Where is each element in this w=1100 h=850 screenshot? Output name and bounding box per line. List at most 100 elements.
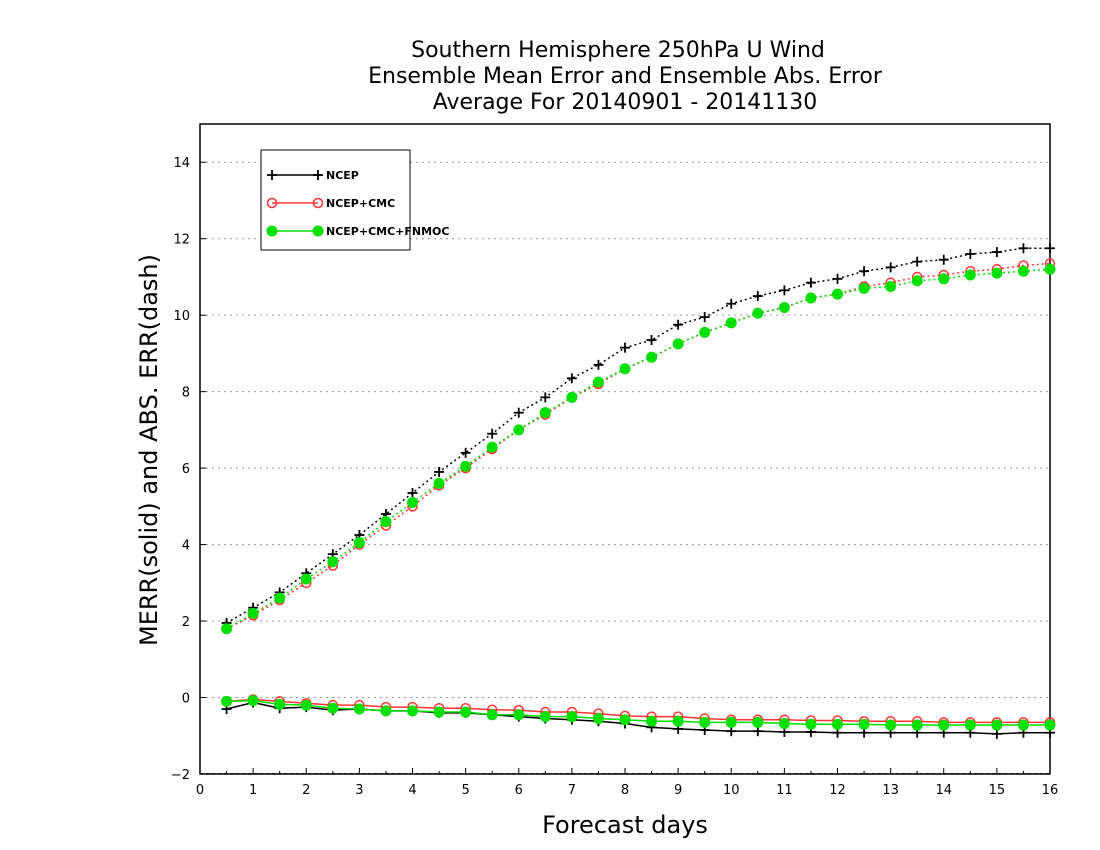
y-tick-label: 14 — [173, 156, 190, 171]
abs-error-point — [486, 441, 498, 453]
x-tick-label: 14 — [935, 783, 952, 798]
mean-error-point — [778, 718, 790, 730]
x-tick-label: 13 — [882, 783, 899, 798]
mean-error-point — [247, 695, 259, 707]
abs-error-point — [991, 267, 1003, 279]
x-tick-label: 7 — [568, 783, 576, 798]
mean-error-point — [832, 718, 843, 730]
legend-marker — [267, 170, 277, 180]
abs-error-point — [752, 291, 763, 302]
legend-marker — [266, 197, 278, 209]
mean-error-point — [805, 718, 817, 730]
abs-error-point — [938, 273, 950, 285]
mean-error-point — [513, 709, 525, 721]
mean-error-point — [725, 716, 737, 728]
y-tick-label: 0 — [182, 692, 190, 707]
abs-error-point — [646, 335, 657, 346]
x-tick-label: 15 — [989, 783, 1006, 798]
legend-marker — [313, 170, 323, 180]
y-tick-label: 10 — [173, 309, 190, 324]
abs-error-point — [566, 373, 577, 384]
mean-error-point — [646, 715, 658, 727]
x-tick-label: 0 — [196, 783, 204, 798]
x-axis-ticks: 0 1 2 3 4 5 6 7 8 9 10 11 12 13 14 15 16 — [196, 768, 1058, 798]
legend-marker — [266, 225, 278, 237]
legend-label: NCEP — [326, 169, 359, 182]
abs-error-point — [646, 351, 658, 363]
mean-error-line — [226, 698, 1050, 724]
abs-error-point — [539, 407, 551, 419]
abs-error-point — [699, 312, 710, 323]
abs-error-point — [1017, 265, 1029, 277]
abs-error-point — [832, 273, 843, 284]
x-tick-label: 11 — [776, 783, 793, 798]
legend-marker — [312, 197, 324, 209]
x-tick-label: 6 — [515, 783, 523, 798]
mean-error-point — [911, 719, 923, 731]
mean-error-point — [353, 703, 365, 715]
x-tick-label: 3 — [355, 783, 363, 798]
series-layer — [221, 243, 1056, 739]
x-tick-label: 10 — [723, 783, 740, 798]
x-tick-label: 2 — [302, 783, 310, 798]
series-ncep — [221, 243, 1055, 739]
legend-label: NCEP+CMC+FNMOC — [326, 225, 449, 238]
x-tick-label: 4 — [408, 783, 416, 798]
mean-error-point — [885, 719, 897, 731]
mean-error-point — [221, 695, 233, 707]
series-ncep-cmc — [221, 258, 1056, 728]
abs-error-point — [460, 447, 471, 458]
abs-error-point — [380, 516, 392, 528]
abs-error-point — [620, 342, 630, 353]
abs-error-point — [1045, 243, 1055, 254]
mean-error-point — [938, 719, 950, 731]
mean-error-point — [619, 714, 631, 726]
mean-error-point — [380, 705, 392, 717]
abs-error-point — [885, 262, 896, 273]
mean-error-point — [964, 719, 976, 731]
abs-error-point — [460, 460, 472, 472]
abs-error-point — [778, 302, 790, 314]
mean-error-point — [300, 699, 312, 711]
x-tick-label: 12 — [829, 783, 846, 798]
abs-error-point — [540, 392, 551, 403]
chart-title-line-3: Average For 20140901 - 20141130 — [433, 90, 818, 115]
gridlines — [200, 161, 1050, 774]
y-tick-label: −2 — [171, 768, 190, 783]
mean-error-point — [1044, 719, 1056, 731]
mean-error-point — [699, 716, 711, 728]
abs-error-point — [221, 623, 233, 635]
x-tick-label: 1 — [249, 783, 257, 798]
abs-error-point — [619, 363, 631, 375]
abs-error-line — [226, 268, 1051, 630]
abs-error-point — [911, 275, 923, 287]
abs-error-point — [407, 487, 418, 498]
mean-error-point — [752, 716, 764, 728]
abs-error-point — [513, 407, 524, 418]
abs-error-point — [434, 466, 445, 477]
abs-error-point — [725, 317, 737, 329]
abs-error-point — [885, 281, 897, 292]
mean-error-point — [1017, 719, 1029, 731]
mean-error-line — [226, 701, 1050, 735]
legend-box — [260, 149, 411, 251]
x-tick-label: 8 — [621, 783, 629, 798]
legend-label: NCEP+CMC — [326, 197, 395, 210]
abs-error-point — [965, 249, 976, 259]
mean-error-point — [460, 706, 472, 718]
mean-error-point — [991, 719, 1003, 731]
mean-error-point — [592, 713, 604, 725]
abs-error-point — [300, 573, 312, 585]
legend-entry: NCEP+CMC — [266, 197, 395, 210]
abs-error-point — [672, 338, 684, 350]
abs-error-line — [226, 247, 1050, 624]
abs-error-point — [513, 424, 525, 436]
legend-entry: NCEP — [267, 169, 359, 182]
abs-error-point — [859, 266, 870, 277]
abs-error-point — [487, 428, 498, 439]
legend-entry: NCEP+CMC+FNMOC — [266, 225, 449, 238]
abs-error-point — [938, 254, 949, 265]
mean-error-point — [566, 711, 578, 723]
chart-title-line-2: Ensemble Mean Error and Ensemble Abs. Er… — [368, 64, 883, 89]
